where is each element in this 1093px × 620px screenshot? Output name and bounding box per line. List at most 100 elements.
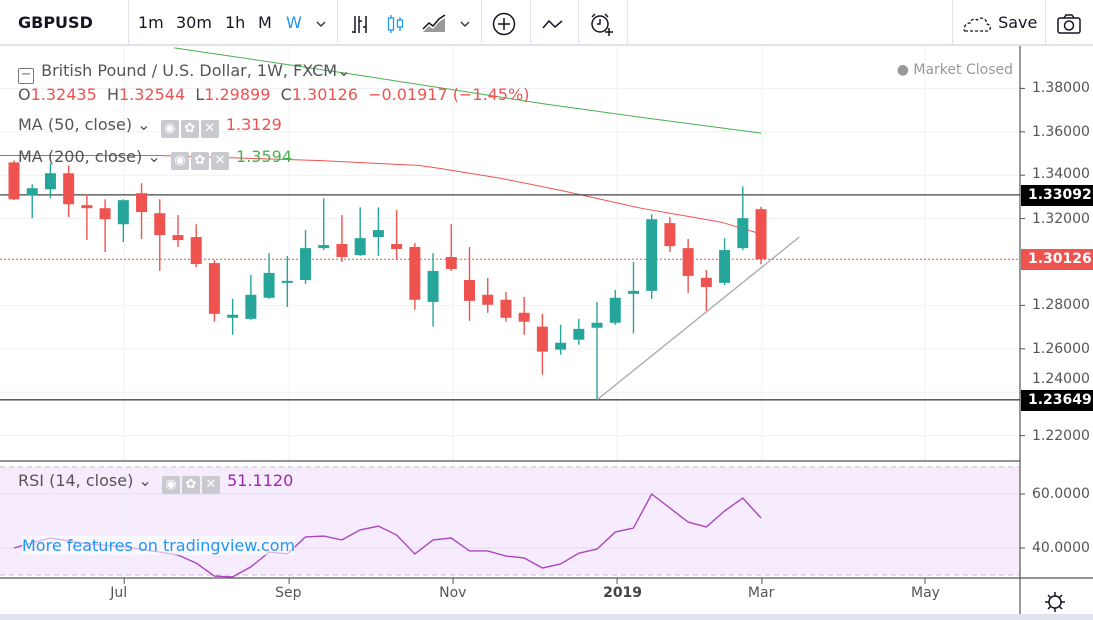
ma200-label[interactable]: MA (200, close) xyxy=(18,147,143,166)
rsi-value: 51.1120 xyxy=(227,471,294,490)
y-tick-label: 1.34000 xyxy=(1032,165,1090,182)
watermark-link[interactable]: More features on tradingview.com xyxy=(22,536,296,555)
screenshot-camera-icon[interactable] xyxy=(1056,0,1082,46)
candle-up xyxy=(26,188,38,196)
y-tick-label: 1.32000 xyxy=(1032,210,1090,227)
candle-up xyxy=(573,328,585,340)
open-label: O xyxy=(18,85,31,104)
interval-1m[interactable]: 1m xyxy=(138,13,164,32)
gear-icon[interactable]: ✿ xyxy=(180,120,199,138)
candle-down xyxy=(99,208,111,220)
divider xyxy=(1045,0,1046,46)
candle-up xyxy=(372,230,384,238)
interval-30m[interactable]: 30m xyxy=(176,13,212,32)
candle-up xyxy=(627,290,639,294)
divider xyxy=(481,0,482,46)
candle-up xyxy=(300,248,312,281)
bars-chart-type-icon[interactable] xyxy=(350,0,372,46)
candle-up xyxy=(737,218,749,249)
chevron-down-icon[interactable]: ⌄ xyxy=(337,61,351,80)
divider xyxy=(627,0,628,46)
close-label: C xyxy=(280,85,292,104)
divider xyxy=(952,0,953,46)
candle-down xyxy=(445,257,457,269)
symbol-legend: − British Pound / U.S. Dollar, 1W, FXCM⌄ xyxy=(18,61,350,84)
alarm-clock-add-icon[interactable] xyxy=(589,0,615,46)
gear-icon[interactable]: ✿ xyxy=(190,152,209,170)
y-tick-label: 1.24000 xyxy=(1032,370,1090,387)
x-tick-label: May xyxy=(911,585,940,601)
candle-down xyxy=(409,247,421,300)
candle-down xyxy=(500,299,512,318)
settings-gear-icon[interactable] xyxy=(1044,591,1066,617)
candle-up xyxy=(117,200,129,225)
candle-up xyxy=(609,297,621,323)
candle-down xyxy=(482,294,494,305)
candle-up xyxy=(646,219,658,291)
rsi-label[interactable]: RSI (14, close) xyxy=(18,471,134,490)
eye-icon[interactable]: ◉ xyxy=(161,476,180,494)
market-status: ● Market Closed xyxy=(896,62,1013,78)
indicators-wave-icon[interactable] xyxy=(542,0,566,46)
x-tick-label: Jul xyxy=(110,585,128,601)
ma50-label[interactable]: MA (50, close) xyxy=(18,115,133,134)
divider xyxy=(578,0,579,46)
ma200-value: 1.3594 xyxy=(236,147,292,166)
candle-up xyxy=(318,245,330,249)
add-indicator-plus-icon[interactable] xyxy=(492,0,516,46)
gear-icon[interactable]: ✿ xyxy=(181,476,200,494)
divider xyxy=(530,0,531,46)
candle-down xyxy=(81,205,93,209)
ma50-line xyxy=(0,154,762,235)
ma200-line xyxy=(174,47,762,134)
symbol-search-button[interactable]: GBPUSD xyxy=(18,13,93,32)
hline-price-tag: 1.23649 xyxy=(1021,389,1093,411)
area-chart-type-icon[interactable] xyxy=(421,0,447,46)
rsi-tick-label: 40.0000 xyxy=(1032,540,1090,556)
market-status-label: Market Closed xyxy=(913,62,1013,78)
candle-down xyxy=(391,243,403,249)
eye-icon[interactable]: ◉ xyxy=(160,120,179,138)
save-label: Save xyxy=(998,13,1038,32)
candle-up xyxy=(227,314,239,318)
eye-icon[interactable]: ◉ xyxy=(170,152,189,170)
low-label: L xyxy=(195,85,205,104)
candle-up xyxy=(245,294,257,319)
y-tick-label: 1.38000 xyxy=(1032,80,1090,97)
candle-down xyxy=(664,223,676,247)
y-tick-label: 1.28000 xyxy=(1032,297,1090,314)
cloud-icon xyxy=(963,17,992,32)
interval-1h[interactable]: 1h xyxy=(225,13,246,32)
candle-down xyxy=(682,248,694,276)
ohlc-legend: O1.32435 H1.32544 L1.29899 C1.30126 −0.0… xyxy=(18,85,529,104)
candle-up xyxy=(354,238,366,256)
interval-M[interactable]: M xyxy=(258,13,272,32)
last-price-tag: 1.30126 xyxy=(1021,249,1093,271)
divider xyxy=(337,0,338,46)
y-tick-label: 1.36000 xyxy=(1032,123,1090,140)
chart-type-dropdown-chevron-icon[interactable] xyxy=(460,0,470,46)
candle-up xyxy=(427,270,439,302)
candle-up xyxy=(555,342,567,350)
low-value: 1.29899 xyxy=(204,85,271,104)
y-tick-label: 1.26000 xyxy=(1032,340,1090,357)
candle-down xyxy=(63,173,75,205)
candles-chart-type-icon[interactable] xyxy=(385,0,407,46)
close-icon[interactable]: ✕ xyxy=(201,476,220,494)
candle-down xyxy=(8,162,20,200)
candle-down xyxy=(464,280,475,301)
close-icon[interactable]: ✕ xyxy=(200,120,219,138)
collapse-legend-icon[interactable]: − xyxy=(18,68,34,84)
close-value: 1.30126 xyxy=(291,85,358,104)
save-button[interactable]: Save xyxy=(961,0,1037,46)
candle-down xyxy=(154,213,166,236)
ma50-value: 1.3129 xyxy=(225,115,282,134)
interval-W-active[interactable]: W xyxy=(286,13,302,32)
symbol-title[interactable]: British Pound / U.S. Dollar, 1W, FXCM xyxy=(41,61,338,80)
candle-down xyxy=(518,312,530,322)
interval-dropdown-chevron-icon[interactable] xyxy=(316,0,326,46)
ma200-legend: MA (200, close) ⌄ ◉ ✿ ✕ 1.3594 xyxy=(18,147,292,170)
candle-up xyxy=(263,272,275,298)
high-label: H xyxy=(106,85,119,104)
close-icon[interactable]: ✕ xyxy=(210,152,229,170)
